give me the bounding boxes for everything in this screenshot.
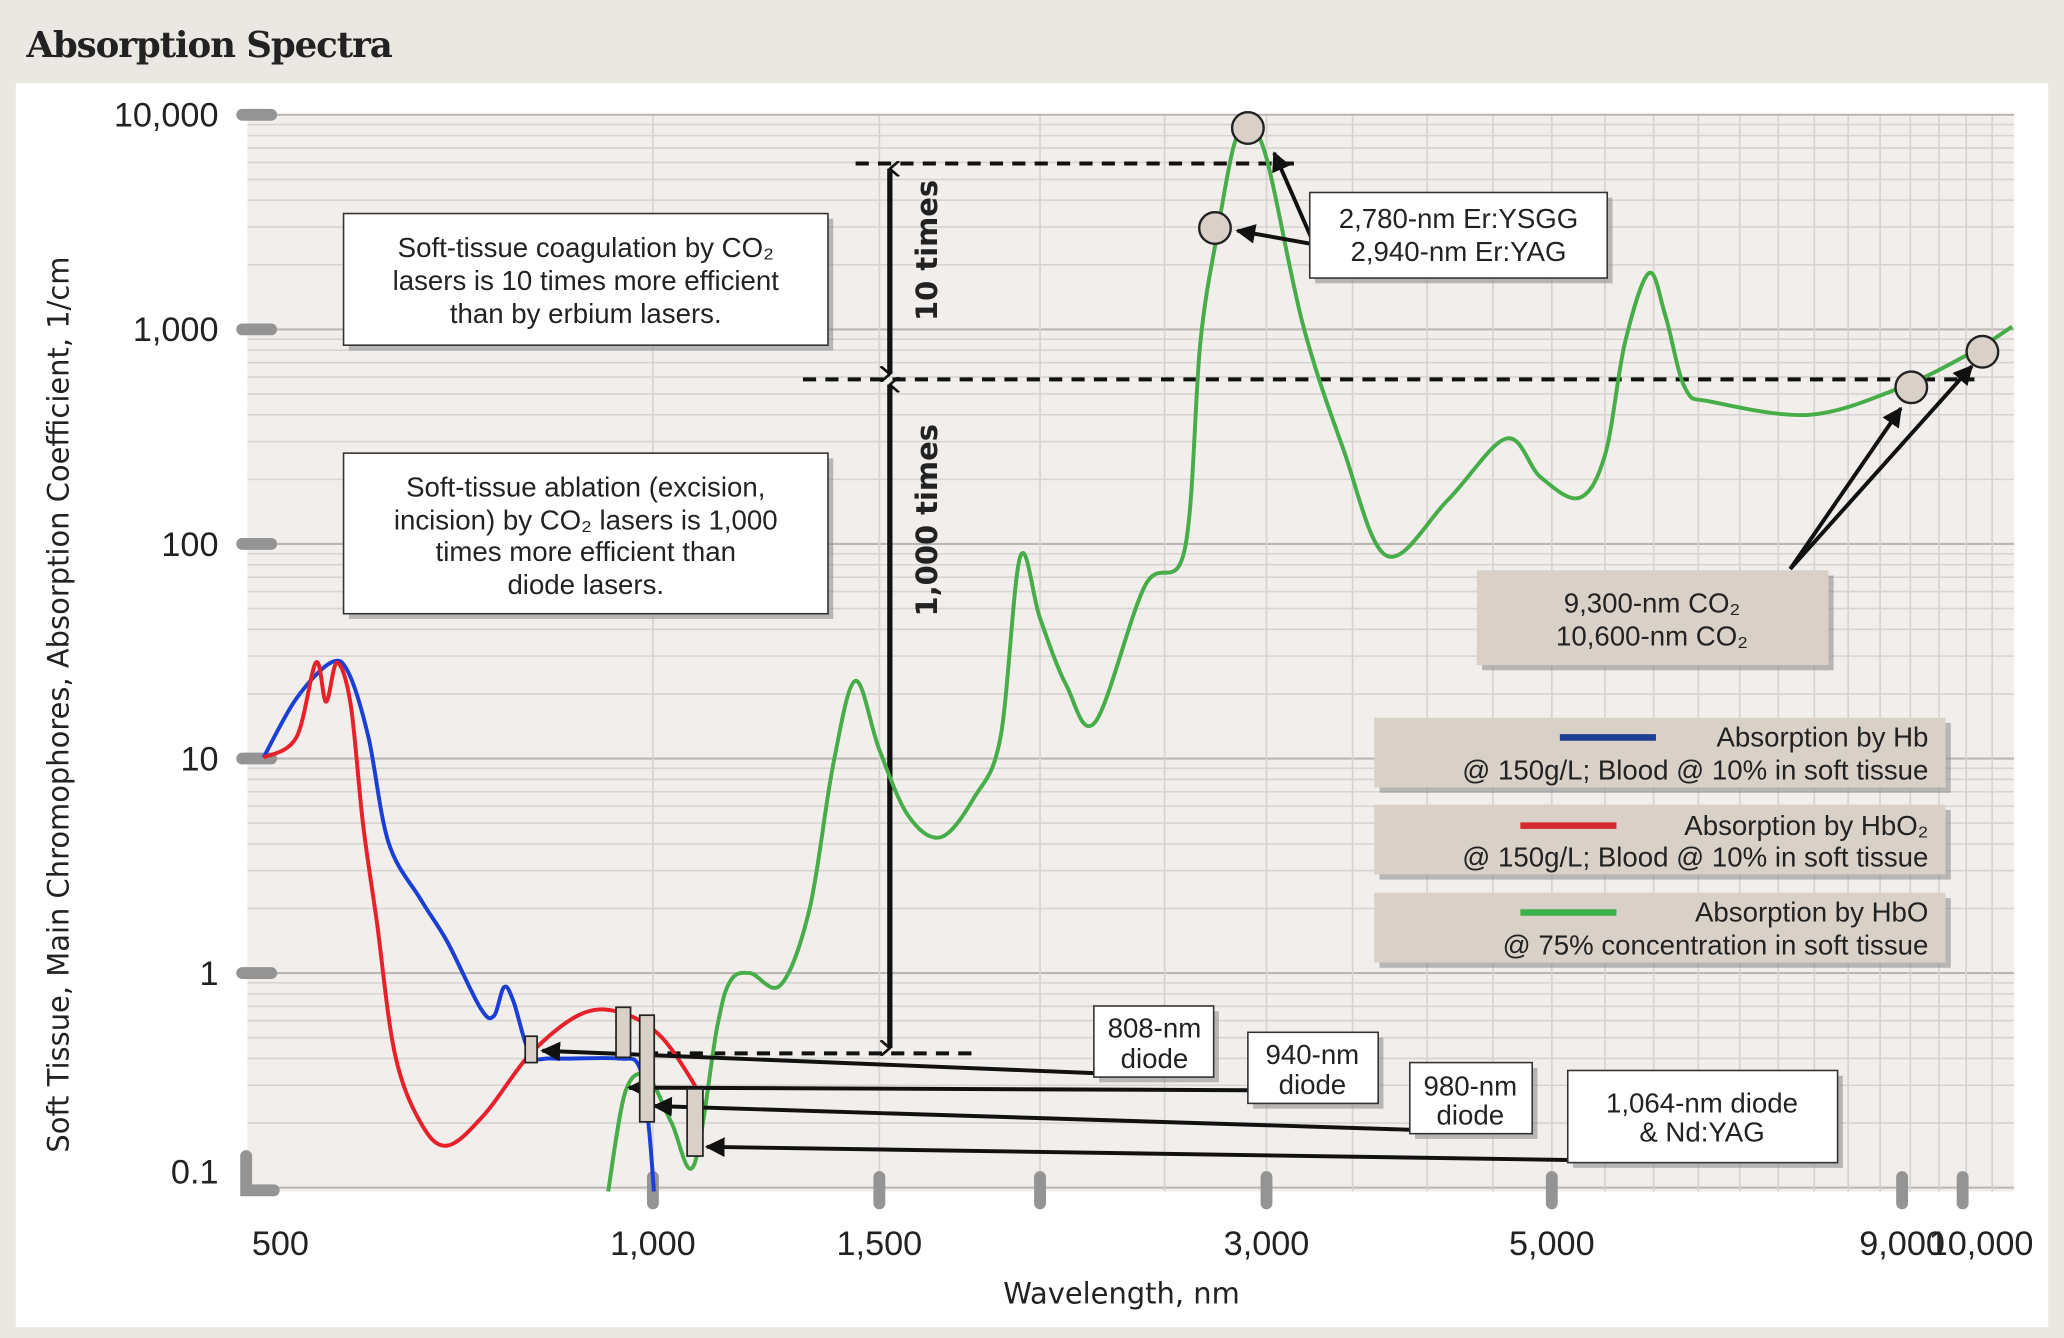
marker-1064: [686, 1088, 704, 1157]
marker-808: [524, 1035, 538, 1064]
legend-item-hbo2: Absorption by HbO₂ @ 150g/L; Blood @ 10%…: [1374, 804, 1951, 880]
diode-980-label: 980-nm diode: [1408, 1061, 1538, 1139]
diode-940-label: 940-nm diode: [1247, 1031, 1384, 1109]
label-line: 980-nm: [1424, 1070, 1518, 1101]
note-line: than by erbium lasers.: [450, 298, 722, 329]
label-line: & Nd:YAG: [1639, 1117, 1764, 1148]
chart-title: Absorption Spectra: [25, 25, 392, 66]
pointer-arrows: [540, 151, 1974, 1162]
y-tick-label: 1: [199, 955, 218, 993]
legend-item-hbo: Absorption by HbO @ 75% concentration in…: [1374, 892, 1951, 968]
note-line: lasers is 10 times more efficient: [393, 265, 780, 296]
erbium-label: 2,780-nm Er:YSGG 2,940-nm Er:YAG: [1308, 191, 1613, 284]
arrow-co2-9300: [1788, 406, 1903, 571]
laser-point-markers: [1197, 111, 2000, 405]
arrow-940: [627, 1077, 1248, 1098]
legend-label: @ 150g/L; Blood @ 10% in soft tissue: [1462, 841, 1928, 872]
legend-label: Absorption by HbO: [1695, 897, 1928, 928]
note-line: times more efficient than: [436, 536, 736, 567]
y-tick-label: 10,000: [114, 97, 219, 135]
x-tick-label: 1,500: [837, 1225, 923, 1263]
diode-1064-label: 1,064-nm diode & Nd:YAG: [1566, 1069, 1843, 1168]
legend-label: Absorption by HbO₂: [1684, 810, 1928, 841]
label-line: 2,780-nm Er:YSGG: [1339, 203, 1579, 234]
label-line: 9,300-nm CO₂: [1564, 587, 1741, 618]
thousand-times-label: 1,000 times: [910, 424, 944, 616]
ablation-note: Soft-tissue ablation (excision, incision…: [342, 452, 834, 619]
y-tick-label: 1,000: [133, 311, 219, 349]
marker-er-yag: [1230, 111, 1265, 145]
x-tick-label: 10,000: [1929, 1225, 2034, 1263]
label-line: diode: [1437, 1099, 1505, 1130]
arrow-1064: [704, 1137, 1568, 1162]
marker-940: [615, 1006, 632, 1059]
diode-markers: [524, 1006, 704, 1157]
series-hbo-line: [606, 125, 2014, 1192]
marker-er-ysgg: [1197, 211, 1232, 246]
legend: Absorption by Hb @ 150g/L; Blood @ 10% i…: [1374, 717, 1951, 968]
x-tick-label: 3,000: [1224, 1225, 1310, 1263]
marker-980: [638, 1014, 656, 1123]
arrow-980: [652, 1096, 1410, 1132]
y-tick-label: 0.1: [171, 1154, 219, 1192]
label-line: diode: [1279, 1069, 1347, 1100]
marker-co2-9300: [1894, 370, 1929, 405]
label-line: diode: [1121, 1043, 1189, 1074]
y-tick-mark: [240, 1150, 280, 1197]
x-tick-label: 500: [252, 1225, 309, 1263]
axes: 0.1 1 10 100 1,000 10,000 500 1,000 1,500 3,000 5,…: [114, 97, 2034, 1263]
label-line: 10,600-nm CO₂: [1556, 620, 1748, 651]
x-tick-label: 1,000: [610, 1225, 696, 1263]
ten-times-label: 10 times: [910, 180, 944, 321]
x-tick-label: 5,000: [1509, 1225, 1595, 1263]
note-line: Soft-tissue ablation (excision,: [406, 472, 765, 503]
arrow-er-yag: [1272, 151, 1313, 239]
x-axis-title: Wavelength, nm: [1003, 1276, 1240, 1310]
label-line: 940-nm: [1266, 1039, 1360, 1070]
note-line: incision) by CO₂ lasers is 1,000: [394, 504, 778, 535]
label-line: 1,064-nm diode: [1606, 1088, 1798, 1119]
y-axis-title: Soft Tissue, Main Chromophores, Absorpti…: [41, 257, 75, 1153]
legend-label: @ 75% concentration in soft tissue: [1503, 930, 1929, 961]
marker-co2-10600: [1965, 334, 2000, 369]
x-tick-label: 9,000: [1859, 1225, 1945, 1263]
co2-label: 9,300-nm CO₂ 10,600-nm CO₂: [1476, 570, 1834, 671]
coagulation-note: Soft-tissue coagulation by CO₂ lasers is…: [342, 212, 834, 351]
legend-label: @ 150g/L; Blood @ 10% in soft tissue: [1462, 755, 1928, 786]
note-line: Soft-tissue coagulation by CO₂: [398, 232, 774, 263]
legend-label: Absorption by Hb: [1716, 722, 1928, 753]
arrow-808: [540, 1041, 1094, 1076]
label-line: 2,940-nm Er:YAG: [1351, 236, 1567, 267]
y-tick-label: 100: [161, 526, 218, 564]
diode-808-label: 808-nm diode: [1093, 1005, 1219, 1083]
series-hb-line: [261, 658, 656, 1192]
note-line: diode lasers.: [507, 569, 664, 600]
arrow-co2-10600: [1788, 364, 1974, 571]
legend-item-hb: Absorption by Hb @ 150g/L; Blood @ 10% i…: [1374, 717, 1951, 793]
label-line: 808-nm: [1108, 1013, 1202, 1044]
arrow-er-ysgg: [1235, 224, 1312, 246]
y-tick-label: 10: [180, 740, 218, 778]
